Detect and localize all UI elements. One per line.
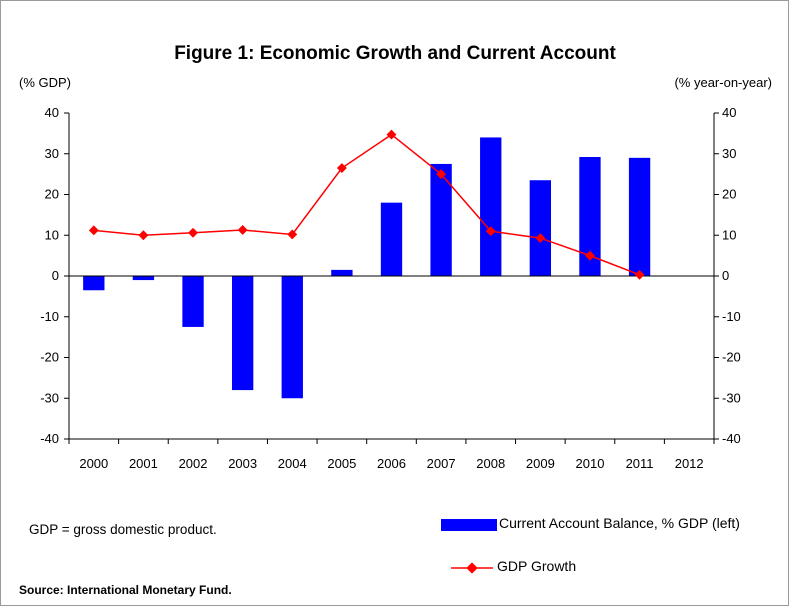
line-point	[436, 169, 447, 180]
x-tick-label: 2010	[576, 456, 605, 471]
y-tick-label: -40	[40, 431, 59, 446]
x-tick-label: 2004	[278, 456, 307, 471]
y2-tick-label: 10	[722, 227, 736, 242]
line-point	[188, 227, 198, 238]
y-tick-label: -30	[40, 390, 59, 405]
y2-tick-label: 30	[722, 146, 736, 161]
right-axis-unit: (% year-on-year)	[674, 75, 772, 90]
bar	[231, 276, 254, 391]
y-tick-label: 0	[52, 268, 59, 283]
gdp-footnote: GDP = gross domestic product.	[29, 522, 217, 537]
y2-tick-label: 40	[722, 105, 736, 120]
source-note: Source: International Monetary Fund.	[19, 583, 232, 597]
x-tick-label: 2005	[327, 456, 356, 471]
line-point	[485, 226, 496, 237]
x-tick-label: 2011	[626, 456, 654, 471]
line-point	[237, 225, 248, 235]
y-tick-label: -20	[40, 350, 59, 365]
line-point	[88, 225, 99, 236]
y2-tick-label: -40	[722, 431, 741, 446]
legend-line-swatch	[451, 562, 493, 574]
y-tick-label: -10	[40, 309, 59, 324]
y-tick-label: 40	[45, 105, 59, 120]
line-point	[287, 229, 298, 240]
x-tick-label: 2001	[129, 456, 158, 471]
y2-tick-label: -30	[722, 390, 741, 405]
y2-tick-label: -10	[722, 309, 741, 324]
x-tick-label: 2000	[79, 456, 108, 471]
bar	[182, 276, 204, 327]
bar	[430, 163, 452, 276]
bar	[132, 276, 155, 281]
bar	[331, 269, 353, 276]
x-tick-label: 2012	[675, 456, 704, 471]
legend-bar-label: Current Account Balance, % GDP (left)	[499, 515, 740, 531]
bar	[628, 157, 651, 276]
line-point	[336, 163, 347, 173]
y2-tick-label: 0	[722, 268, 729, 283]
bar	[83, 276, 105, 291]
x-tick-label: 2006	[377, 456, 406, 471]
legend-bar-swatch	[441, 519, 497, 531]
x-tick-label: 2009	[526, 456, 555, 471]
bar	[480, 137, 502, 276]
bar	[281, 276, 303, 399]
line-point	[138, 230, 149, 241]
line-point	[634, 269, 645, 280]
y-tick-label: 20	[45, 187, 59, 202]
x-tick-label: 2007	[427, 456, 456, 471]
bar	[529, 180, 552, 276]
bar	[579, 157, 601, 276]
y-tick-label: 30	[45, 146, 59, 161]
x-tick-label: 2003	[228, 456, 257, 471]
y2-tick-label: -20	[722, 350, 741, 365]
y-tick-label: 10	[45, 227, 59, 242]
bar	[380, 202, 403, 276]
line-point	[535, 233, 546, 244]
series-line	[93, 133, 640, 276]
left-axis-unit: (% GDP)	[19, 75, 71, 90]
x-tick-label: 2002	[179, 456, 208, 471]
line-point	[386, 129, 397, 140]
y2-tick-label: 20	[722, 187, 736, 202]
legend-line-label: GDP Growth	[497, 558, 577, 574]
line-point	[585, 250, 595, 261]
chart-title: Figure 1: Economic Growth and Current Ac…	[174, 43, 616, 64]
x-tick-label: 2008	[476, 456, 505, 471]
